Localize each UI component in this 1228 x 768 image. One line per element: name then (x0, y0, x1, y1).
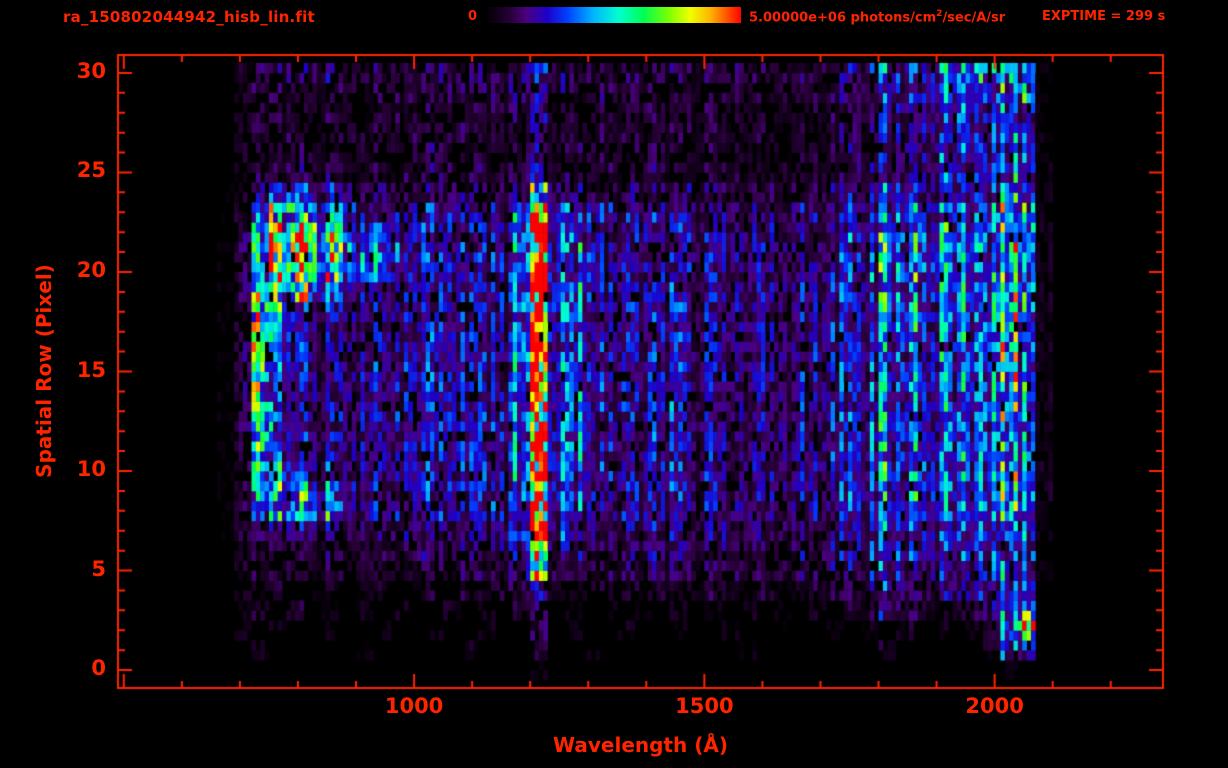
colorbar-max-label-suffix: /sec/A/sr (942, 10, 1006, 26)
x-axis-title: Wavelength (Å) (553, 733, 728, 757)
y-tick-label: 25 (76, 158, 106, 183)
colorbar-max-label-superscript: 2 (936, 9, 943, 19)
colorbar-min-label: 0 (467, 9, 477, 24)
x-tick-label: 1500 (675, 694, 734, 718)
y-tick-label: 30 (76, 58, 106, 83)
y-tick-label: 5 (91, 556, 106, 581)
colorbar-max-label: 5.00000e+06 photons/cm2/sec/A/sr (749, 9, 1005, 25)
x-tick-label: 1000 (384, 694, 444, 718)
exptime-label: EXPTIME = 299 s (1042, 9, 1166, 24)
chart-title: ra_150802044942_hisb_lin.fit (63, 8, 315, 26)
y-axis-tick-labels: 0 5 10 15 20 25 30 (0, 0, 120, 768)
x-axis-tick-labels: 1000 1500 2000 (0, 694, 1228, 724)
y-axis-title: Spatial Row (Pixel) (32, 264, 56, 478)
y-tick-label: 20 (76, 257, 106, 282)
y-tick-label: 15 (76, 357, 106, 382)
y-tick-label: 0 (91, 656, 106, 681)
colorbar-max-label-prefix: 5.00000e+06 photons/cm (749, 10, 937, 26)
y-tick-label: 10 (76, 457, 106, 482)
colorbar-gradient (486, 7, 741, 23)
x-tick-label: 2000 (965, 694, 1024, 718)
